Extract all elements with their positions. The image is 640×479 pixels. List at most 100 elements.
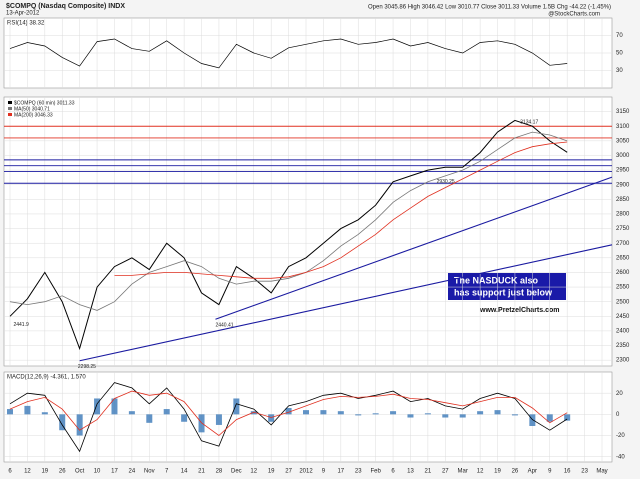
x-tick-label: Feb — [370, 469, 381, 475]
x-tick-label: 2012 — [299, 469, 313, 475]
macd-histogram-bar — [24, 405, 31, 415]
y-tick-label: 0 — [616, 412, 620, 418]
price-label: 2441.9 — [13, 322, 29, 328]
y-tick-label: 30 — [616, 68, 623, 74]
macd-histogram-bar — [407, 414, 414, 418]
y-tick-label: 2450 — [616, 314, 630, 320]
macd-histogram-bar — [494, 410, 501, 415]
x-tick-label: 23 — [355, 469, 362, 475]
y-tick-label: 2800 — [616, 212, 630, 218]
y-tick-label: 2850 — [616, 197, 630, 203]
y-tick-label: 2600 — [616, 270, 630, 276]
x-tick-label: Apr — [528, 469, 537, 475]
macd-histogram-bar — [233, 398, 240, 415]
macd-histogram-bar — [477, 411, 484, 415]
annotation: The NASDUCK also — [454, 275, 539, 285]
macd-histogram-bar — [268, 414, 275, 422]
x-tick-label: 27 — [285, 469, 292, 475]
macd-histogram-bar — [250, 411, 257, 415]
macd-histogram-bar — [355, 414, 362, 416]
chart-title: $COMPQ (Nasdaq Composite) INDX — [6, 3, 125, 10]
macd-histogram-bar — [198, 414, 205, 433]
y-tick-label: 3150 — [616, 109, 630, 115]
y-tick-label: 2650 — [616, 255, 630, 261]
x-tick-label: 28 — [216, 469, 223, 475]
legend-label: MA(200) 3046.33 — [14, 112, 53, 118]
x-tick-label: 12 — [250, 469, 257, 475]
macd-histogram-bar — [163, 409, 170, 415]
rsi-line — [9, 38, 568, 69]
macd-label: MACD(12,26,9) -4.361, 1.570 — [7, 375, 86, 381]
x-tick-label: 27 — [442, 469, 449, 475]
x-tick-label: 26 — [59, 469, 66, 475]
x-tick-label: 19 — [494, 469, 501, 475]
y-tick-label: 2500 — [616, 299, 630, 305]
x-tick-label: 17 — [337, 469, 344, 475]
x-tick-label: 7 — [165, 469, 169, 475]
x-tick-label: 16 — [564, 469, 571, 475]
price-line — [9, 119, 568, 351]
y-tick-label: 70 — [616, 33, 623, 39]
macd-histogram-bar — [128, 411, 135, 415]
annotation-box — [448, 273, 566, 300]
legend-label: $COMPQ (60 min) 3011.33 — [14, 100, 75, 106]
rsi-label: RSI(14) 38.32 — [7, 21, 45, 27]
macd-panel — [3, 371, 613, 463]
y-tick-label: 2400 — [616, 328, 630, 334]
macd-histogram-bar — [7, 409, 13, 415]
website: www.PretzelCharts.com — [479, 307, 560, 314]
x-tick-label: 26 — [512, 469, 519, 475]
trendline — [79, 244, 613, 362]
y-tick-label: 2550 — [616, 285, 630, 291]
macd-histogram-bar — [285, 408, 292, 415]
x-tick-label: 21 — [198, 469, 205, 475]
price-label: 2298.25 — [78, 364, 96, 370]
annotation: has support just below — [454, 287, 553, 297]
x-tick-label: Oct — [75, 469, 85, 475]
chart-subtitle: 13-Apr-2012 — [6, 11, 40, 17]
y-tick-label: -20 — [616, 433, 625, 439]
quote: Open 3045.86 High 3046.42 Low 3010.77 Cl… — [368, 5, 611, 11]
y-tick-label: 2900 — [616, 182, 630, 188]
macd-histogram-bar — [303, 410, 309, 415]
y-tick-label: 2700 — [616, 241, 630, 247]
macd-histogram-bar — [546, 414, 553, 422]
macd-histogram-bar — [390, 411, 397, 415]
macd-histogram-bar — [511, 414, 518, 416]
macd-line — [9, 390, 568, 437]
x-tick-label: 14 — [181, 469, 188, 475]
macd-histogram-bar — [94, 398, 101, 415]
macd-histogram-bar — [564, 414, 571, 421]
x-tick-label: 6 — [8, 469, 12, 475]
x-tick-label: May — [596, 469, 607, 475]
macd-histogram-bar — [111, 398, 118, 415]
trendline — [215, 176, 613, 320]
macd-histogram-bar — [337, 411, 344, 415]
y-tick-label: 2750 — [616, 226, 630, 232]
macd-histogram-bar — [215, 414, 222, 425]
price-label: 3134.17 — [520, 120, 538, 126]
macd-histogram-bar — [76, 414, 83, 436]
x-tick-label: 21 — [425, 469, 432, 475]
y-tick-label: 2300 — [616, 358, 630, 364]
macd-line — [9, 382, 568, 453]
y-tick-label: 3050 — [616, 138, 630, 144]
x-tick-label: 9 — [548, 469, 552, 475]
macd-histogram-bar — [529, 414, 536, 426]
y-tick-label: 3100 — [616, 124, 630, 130]
price-label: 2440.41 — [215, 322, 233, 328]
legend-swatch — [8, 107, 12, 110]
x-tick-label: 17 — [111, 469, 118, 475]
macd-histogram-bar — [424, 413, 431, 415]
moving-average — [9, 131, 568, 311]
macd-histogram-bar — [442, 414, 449, 418]
macd-histogram-bar — [459, 414, 466, 418]
y-tick-label: 20 — [616, 391, 623, 397]
macd-histogram-bar — [59, 414, 66, 431]
y-tick-label: 2350 — [616, 343, 630, 349]
x-tick-label: Dec — [231, 469, 242, 475]
x-tick-label: 12 — [477, 469, 484, 475]
x-tick-label: 6 — [391, 469, 395, 475]
x-tick-label: 12 — [24, 469, 31, 475]
x-tick-label: Mar — [458, 469, 468, 475]
